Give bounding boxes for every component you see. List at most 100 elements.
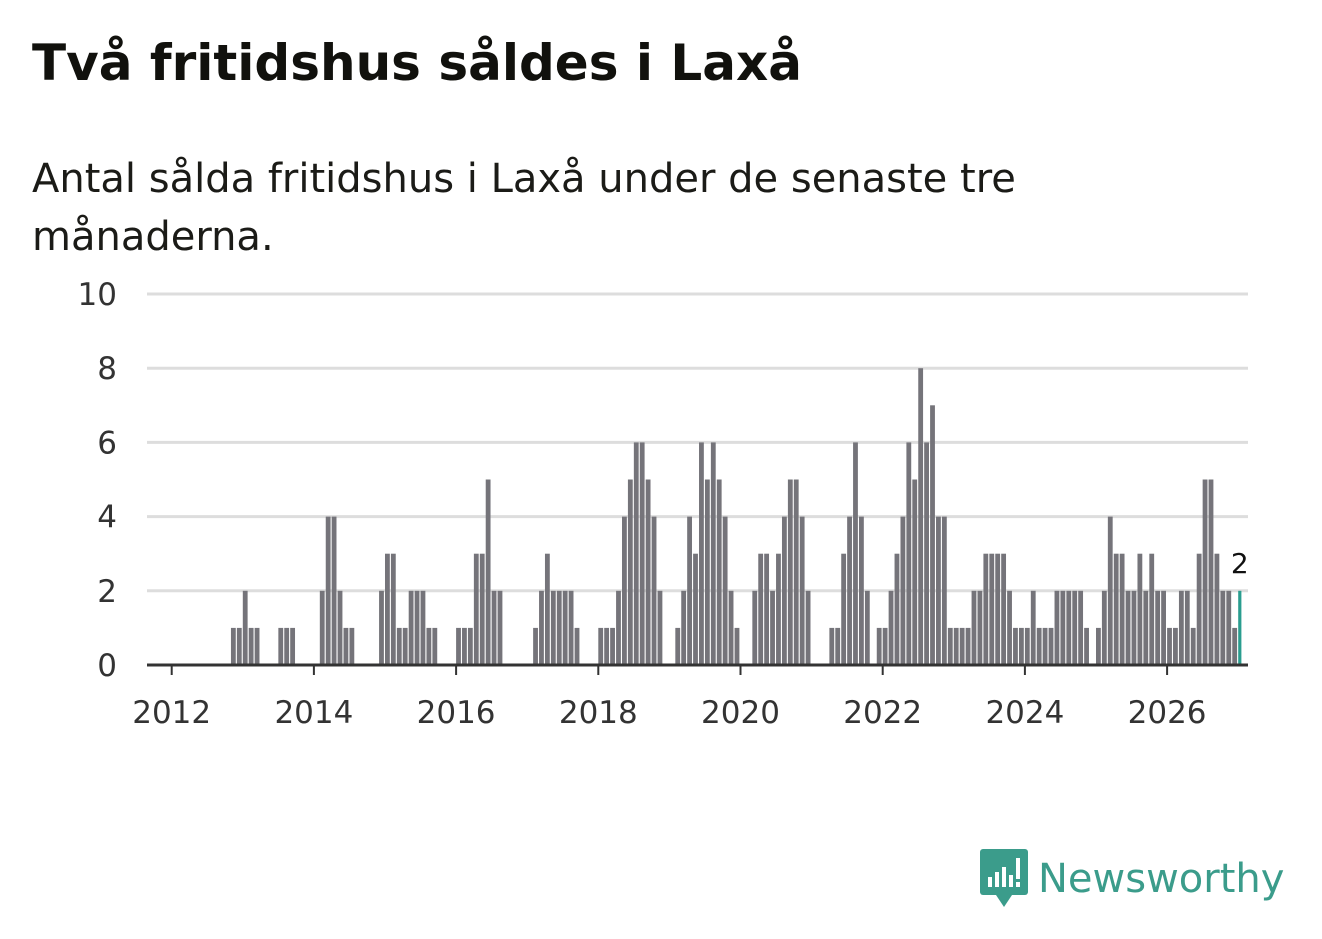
bar bbox=[841, 553, 847, 665]
bar bbox=[230, 627, 236, 665]
bar bbox=[1001, 553, 1007, 665]
bar bbox=[408, 590, 414, 665]
bar bbox=[947, 627, 953, 665]
bar bbox=[1232, 627, 1238, 665]
bar bbox=[568, 590, 574, 665]
bar bbox=[290, 627, 296, 665]
bar bbox=[1178, 590, 1184, 665]
bar bbox=[1066, 590, 1072, 665]
bar bbox=[1113, 553, 1119, 665]
chart-title: Två fritidshus såldes i Laxå bbox=[32, 34, 802, 92]
bar bbox=[906, 442, 912, 665]
x-tick-label: 2022 bbox=[843, 695, 922, 731]
bar bbox=[1101, 590, 1107, 665]
bar bbox=[349, 627, 355, 665]
bar bbox=[983, 553, 989, 665]
bar bbox=[598, 627, 604, 665]
x-tick-label: 2026 bbox=[1128, 695, 1207, 731]
x-tick-label: 2014 bbox=[274, 695, 353, 731]
bar bbox=[1137, 553, 1143, 665]
y-tick-label: 0 bbox=[97, 648, 117, 684]
bar bbox=[752, 590, 758, 665]
bar bbox=[847, 516, 852, 665]
bar bbox=[639, 442, 645, 665]
bar bbox=[853, 442, 858, 665]
bar bbox=[699, 442, 704, 665]
x-tick-label: 2018 bbox=[559, 695, 638, 731]
bar bbox=[1125, 590, 1131, 665]
bar bbox=[633, 442, 639, 665]
bar bbox=[912, 479, 918, 665]
bar bbox=[1084, 627, 1089, 665]
y-tick-label: 8 bbox=[97, 351, 117, 387]
bar bbox=[473, 553, 479, 665]
bar bbox=[1190, 627, 1196, 665]
bar bbox=[805, 590, 811, 665]
y-axis-ticks: 0 2 4 6 8 10 bbox=[78, 277, 117, 684]
bar bbox=[770, 590, 775, 665]
bar bbox=[687, 516, 692, 665]
bar bbox=[254, 627, 260, 665]
bar bbox=[888, 590, 894, 665]
bar bbox=[343, 627, 349, 665]
bar bbox=[432, 627, 438, 665]
bar bbox=[337, 590, 343, 665]
bar bbox=[965, 627, 971, 665]
bars bbox=[230, 368, 1242, 665]
x-tick-label: 2016 bbox=[417, 695, 496, 731]
bar bbox=[758, 553, 764, 665]
bar bbox=[989, 553, 995, 665]
bar bbox=[539, 590, 544, 665]
bar bbox=[485, 479, 491, 665]
annotations: 2 bbox=[1231, 547, 1249, 580]
bar bbox=[918, 368, 924, 665]
bar bbox=[941, 516, 947, 665]
y-tick-label: 10 bbox=[78, 277, 117, 313]
brand-name: Newsworthy bbox=[1038, 856, 1285, 902]
bar bbox=[610, 627, 615, 665]
bar bbox=[319, 590, 325, 665]
bar bbox=[278, 627, 284, 665]
bar bbox=[402, 627, 408, 665]
bar bbox=[1143, 590, 1149, 665]
bar bbox=[936, 516, 941, 665]
bar bbox=[1030, 590, 1036, 665]
bar bbox=[704, 479, 710, 665]
bar bbox=[562, 590, 568, 665]
bar bbox=[1024, 627, 1030, 665]
bar bbox=[645, 479, 651, 665]
newsworthy-logo-icon bbox=[980, 849, 1028, 907]
bar bbox=[1072, 590, 1078, 665]
bar bbox=[396, 627, 402, 665]
bar bbox=[1149, 553, 1155, 665]
bar bbox=[924, 442, 929, 665]
bar bbox=[1161, 590, 1166, 665]
chart-subtitle: Antal sålda fritidshus i Laxå under de s… bbox=[32, 156, 1016, 260]
bar bbox=[787, 479, 793, 665]
bar bbox=[1018, 627, 1024, 665]
bar bbox=[284, 627, 290, 665]
bar bbox=[1013, 627, 1018, 665]
gridlines bbox=[147, 292, 1248, 593]
bar bbox=[242, 590, 248, 665]
bar bbox=[894, 553, 900, 665]
bar bbox=[1167, 627, 1172, 665]
bar bbox=[953, 627, 959, 665]
bar bbox=[675, 627, 681, 665]
bar bbox=[627, 479, 633, 665]
bar bbox=[1007, 590, 1012, 665]
bar bbox=[462, 627, 467, 665]
y-tick-label: 4 bbox=[97, 500, 117, 536]
bar bbox=[728, 590, 734, 665]
bar bbox=[716, 479, 722, 665]
bar bbox=[681, 590, 687, 665]
bar bbox=[379, 590, 384, 665]
bar bbox=[1208, 479, 1214, 665]
bar bbox=[1220, 590, 1226, 665]
x-axis-ticks: 2012 2014 2016 2018 2020 2022 2024 2026 bbox=[132, 665, 1207, 731]
bar bbox=[456, 627, 461, 665]
bar bbox=[1155, 590, 1161, 665]
bar bbox=[657, 590, 663, 665]
bar bbox=[550, 590, 556, 665]
